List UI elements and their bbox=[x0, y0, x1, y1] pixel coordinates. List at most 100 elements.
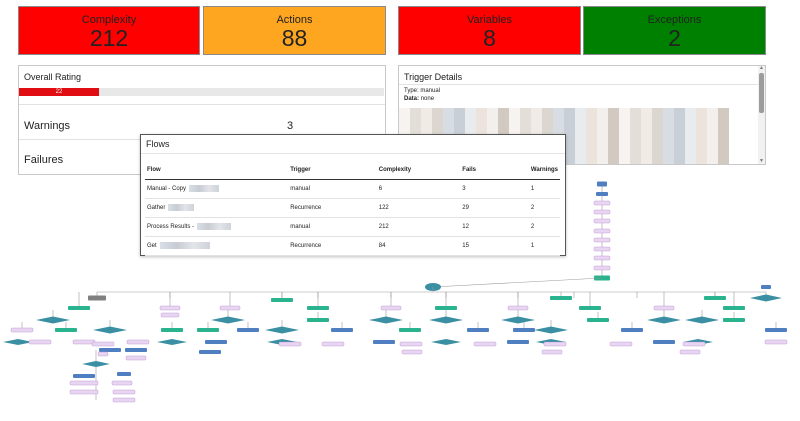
variable-node bbox=[593, 218, 611, 224]
redacted-pixel bbox=[707, 132, 718, 140]
table-row[interactable]: Process Results - manual 212 12 2 bbox=[145, 217, 560, 238]
redacted-pixel bbox=[630, 148, 641, 156]
redacted-pixel bbox=[399, 116, 410, 124]
column-header-warnings: Warnings bbox=[528, 163, 560, 180]
condition-node bbox=[369, 316, 403, 324]
variable-node bbox=[609, 341, 633, 347]
variable-node bbox=[764, 339, 788, 345]
table-row[interactable]: Manual - Copy manual 6 3 1 bbox=[145, 179, 560, 200]
flow-name: Get bbox=[147, 243, 157, 250]
redacted-pixel bbox=[586, 116, 597, 124]
table-row[interactable]: Gather Recurrence 122 29 2 bbox=[145, 198, 560, 219]
redacted-pixel bbox=[630, 116, 641, 124]
redacted-pixel bbox=[674, 148, 685, 156]
divider bbox=[399, 84, 759, 85]
redacted-pixel bbox=[454, 108, 465, 116]
redacted-pixel bbox=[553, 108, 564, 116]
variable-node bbox=[679, 349, 701, 355]
redacted-pixel bbox=[608, 148, 619, 156]
redacted-pixel bbox=[619, 116, 630, 124]
redacted-pixel bbox=[443, 124, 454, 132]
fails-cell: 29 bbox=[460, 198, 529, 219]
redacted-pixel bbox=[542, 124, 553, 132]
scroll-down-icon[interactable]: ▼ bbox=[759, 158, 764, 164]
variable-node bbox=[593, 246, 611, 252]
redacted-pixel bbox=[674, 124, 685, 132]
action-node bbox=[68, 306, 90, 310]
scrollbar[interactable]: ▲ ▼ bbox=[758, 66, 765, 164]
redacted-pixel bbox=[575, 148, 586, 156]
redacted-pixel bbox=[432, 108, 443, 116]
redacted-pixel bbox=[520, 116, 531, 124]
scroll-up-icon[interactable]: ▲ bbox=[759, 65, 764, 71]
connector-line bbox=[432, 277, 603, 288]
trigger-data-value: none bbox=[420, 96, 435, 102]
redacted-pixel bbox=[509, 108, 520, 116]
redacted-pixel bbox=[641, 132, 652, 140]
redacted-pixel bbox=[465, 108, 476, 116]
redacted-pixel bbox=[619, 108, 630, 116]
redacted-pixel bbox=[608, 132, 619, 140]
action-node bbox=[435, 306, 457, 310]
action-node bbox=[621, 328, 643, 332]
action-node bbox=[161, 328, 183, 332]
redacted-pixel bbox=[685, 148, 696, 156]
trigger-type: Type: manual bbox=[404, 88, 441, 94]
redacted-pixel bbox=[597, 124, 608, 132]
condition-node bbox=[93, 326, 127, 334]
action-node bbox=[197, 328, 219, 332]
redacted-pixel bbox=[465, 124, 476, 132]
exceptions-tile: Exceptions 2 bbox=[583, 6, 766, 55]
complexity-value: 212 bbox=[89, 25, 129, 51]
redacted-pixel bbox=[641, 108, 652, 116]
action-node bbox=[307, 306, 329, 310]
redacted-pixel bbox=[663, 108, 674, 116]
action-node bbox=[761, 285, 771, 289]
condition-node bbox=[534, 326, 568, 334]
redacted-pixel bbox=[476, 124, 487, 132]
redacted-pixel bbox=[707, 148, 718, 156]
redacted-pixel bbox=[663, 124, 674, 132]
condition-node bbox=[501, 316, 535, 324]
redacted-pixel bbox=[564, 132, 575, 140]
redacted-pixel bbox=[597, 140, 608, 148]
redacted-pixel bbox=[696, 140, 707, 148]
trigger-cell: manual bbox=[288, 179, 377, 200]
redacted-pixel bbox=[663, 140, 674, 148]
redacted-pixel bbox=[597, 148, 608, 156]
condition-node bbox=[82, 361, 110, 367]
action-node bbox=[653, 340, 675, 344]
redacted-pixel bbox=[586, 124, 597, 132]
redacted-pixel bbox=[443, 116, 454, 124]
variable-node bbox=[321, 341, 345, 347]
rating-bar: 22 bbox=[19, 88, 384, 96]
variable-node bbox=[380, 305, 402, 311]
redacted-pixel bbox=[586, 148, 597, 156]
action-node bbox=[587, 318, 609, 322]
variable-node bbox=[97, 351, 109, 357]
redacted-pixel bbox=[531, 108, 542, 116]
trigger-cell: Recurrence bbox=[288, 236, 377, 257]
redacted-pixel bbox=[443, 108, 454, 116]
variable-node bbox=[543, 341, 567, 347]
scrollbar-thumb[interactable] bbox=[759, 73, 764, 113]
redacted-pixel bbox=[718, 124, 729, 132]
table-row[interactable]: Get Recurrence 84 15 1 bbox=[145, 236, 560, 257]
redacted-pixel bbox=[575, 108, 586, 116]
redacted-pixel bbox=[641, 148, 652, 156]
redacted-pixel bbox=[619, 132, 630, 140]
redacted-pixel bbox=[674, 140, 685, 148]
redacted-pixel bbox=[575, 132, 586, 140]
variable-node bbox=[653, 305, 675, 311]
redacted-pixel bbox=[696, 116, 707, 124]
redacted-pixel bbox=[564, 108, 575, 116]
condition-node bbox=[429, 316, 463, 324]
redacted-pixel bbox=[421, 124, 432, 132]
condition-node bbox=[647, 316, 681, 324]
condition-node bbox=[36, 316, 70, 324]
variable-node bbox=[593, 237, 611, 243]
redacted-pixel bbox=[454, 124, 465, 132]
redacted-pixel bbox=[476, 116, 487, 124]
redacted-pixel bbox=[663, 116, 674, 124]
